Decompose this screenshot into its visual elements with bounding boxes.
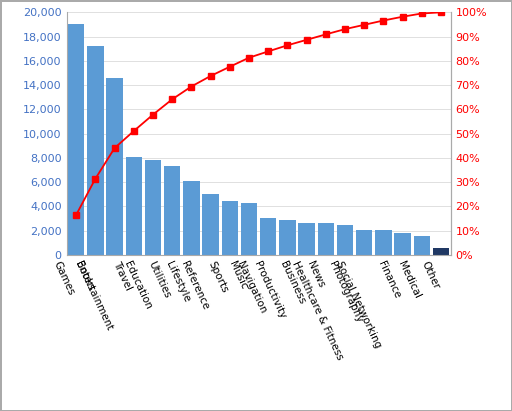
Bar	[164, 166, 180, 255]
Bar	[433, 248, 449, 255]
Bar	[125, 157, 142, 255]
Bar	[106, 78, 123, 255]
Bar	[222, 201, 238, 255]
Bar	[394, 233, 411, 255]
Bar	[356, 230, 372, 255]
Bar	[317, 223, 334, 255]
Bar	[183, 181, 200, 255]
Bar	[260, 219, 276, 255]
Bar	[414, 236, 430, 255]
Bar	[145, 160, 161, 255]
Bar	[298, 223, 315, 255]
Bar	[202, 194, 219, 255]
Bar	[68, 25, 84, 255]
Bar	[375, 230, 392, 255]
Bar	[337, 224, 353, 255]
Bar	[279, 219, 295, 255]
Bar	[87, 46, 103, 255]
Bar	[241, 203, 257, 255]
